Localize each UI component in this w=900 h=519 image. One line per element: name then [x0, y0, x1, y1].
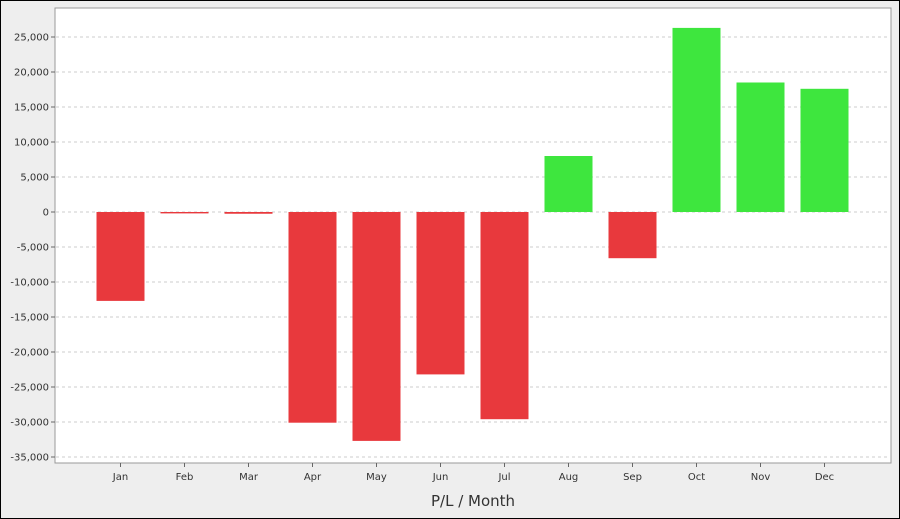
- bar-feb: [160, 212, 209, 214]
- bar-oct: [672, 27, 721, 213]
- x-tick-label: Jan: [112, 472, 128, 483]
- y-tick-label: -25,000: [10, 383, 49, 394]
- x-tick-label: Sep: [623, 472, 642, 483]
- y-tick-label: 20,000: [14, 68, 49, 79]
- bars: [96, 27, 849, 441]
- y-tick-label: 5,000: [20, 173, 49, 184]
- x-tick-label: Dec: [815, 472, 834, 483]
- bar-dec: [800, 88, 849, 212]
- bar-jan: [96, 212, 145, 301]
- bar-jul: [480, 212, 529, 420]
- y-tick-label: -10,000: [10, 278, 49, 289]
- y-tick-label: -15,000: [10, 313, 49, 324]
- x-tick-label: Nov: [751, 472, 771, 483]
- bar-may: [352, 212, 401, 441]
- bar-apr: [288, 212, 337, 423]
- bar-jun: [416, 212, 465, 375]
- bar-sep: [608, 212, 657, 259]
- bar-nov: [736, 82, 785, 212]
- x-tick-label: Oct: [688, 472, 705, 483]
- x-tick-label: Feb: [176, 472, 194, 483]
- x-axis-title: P/L / Month: [431, 492, 515, 510]
- x-tick-label: Aug: [559, 472, 579, 483]
- bar-mar: [224, 212, 273, 214]
- x-tick-label: Jun: [432, 472, 449, 483]
- x-tick-label: Jul: [497, 472, 510, 483]
- x-axis: Jan Feb Mar Apr May Jun Jul Aug Sep Oct Nov Dec: [112, 463, 834, 483]
- grid-lines: [56, 36, 890, 458]
- x-tick-label: Mar: [239, 472, 259, 483]
- y-tick-label: 0: [43, 208, 49, 219]
- y-tick-label: -5,000: [17, 243, 49, 254]
- y-tick-label: -20,000: [10, 348, 49, 359]
- y-tick-label: -35,000: [10, 453, 49, 464]
- plot-area: [54, 7, 892, 464]
- y-axis: 25,000 20,000 15,000 10,000 5,000 0 -5,000 -10,…: [10, 33, 55, 464]
- y-tick-label: 15,000: [14, 103, 49, 114]
- x-tick-label: Apr: [304, 472, 322, 483]
- bar-aug: [544, 156, 593, 212]
- y-tick-label: 10,000: [14, 138, 49, 149]
- y-tick-label: 25,000: [14, 33, 49, 44]
- x-tick-label: May: [366, 472, 387, 483]
- y-tick-label: -30,000: [10, 418, 49, 429]
